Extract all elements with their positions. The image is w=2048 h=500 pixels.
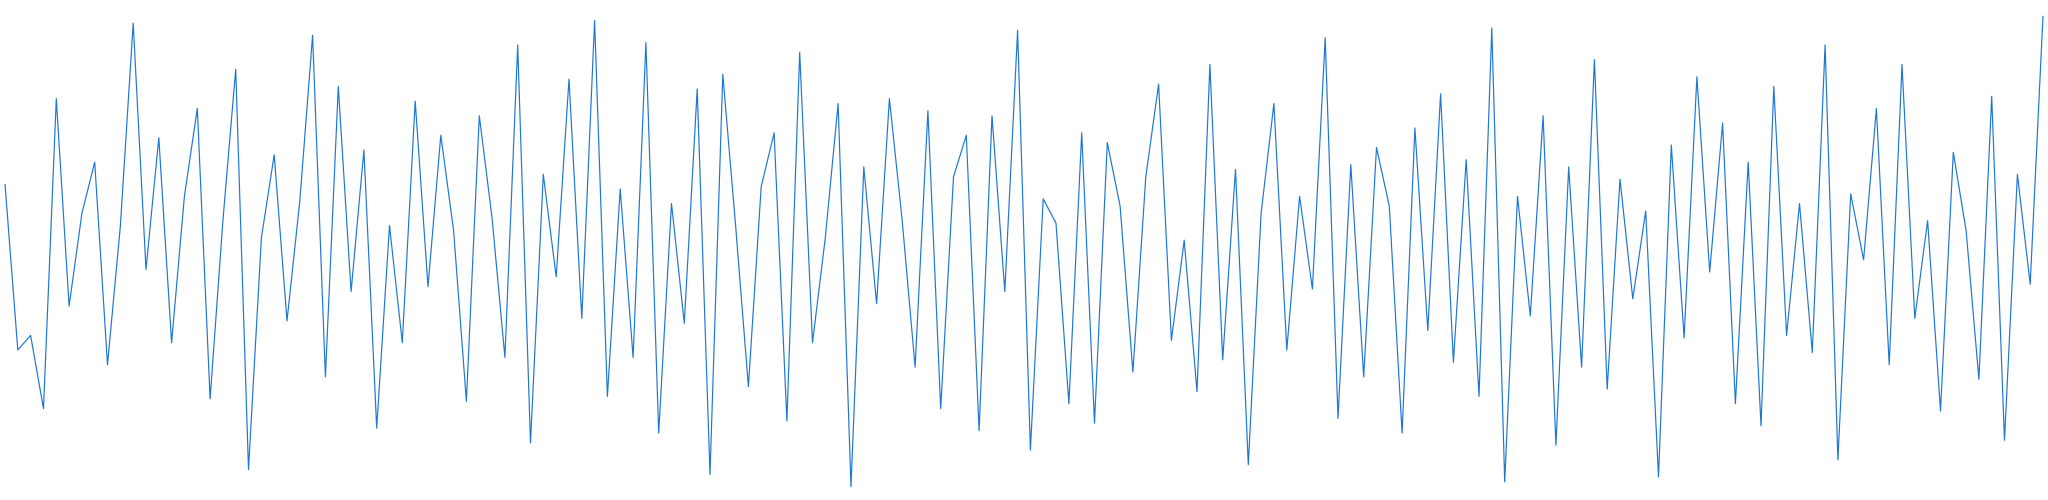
- series-line-0: [4, 15, 2044, 488]
- plot-area: [4, 15, 2044, 488]
